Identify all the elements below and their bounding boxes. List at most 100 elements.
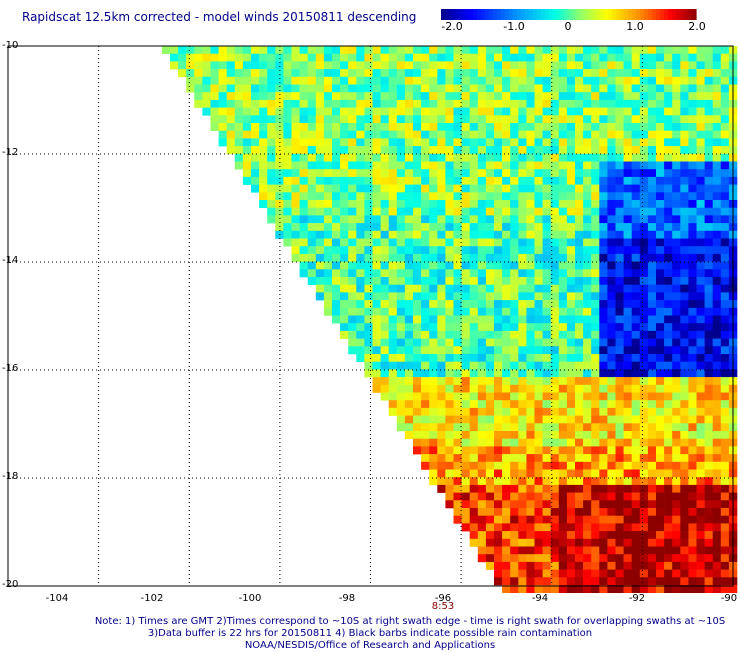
wind-difference-cell — [210, 123, 219, 131]
wind-difference-cell — [396, 84, 406, 93]
wind-difference-cell — [704, 515, 713, 524]
wind-difference-cell — [696, 538, 705, 547]
wind-difference-cell — [542, 69, 551, 78]
wind-difference-cell — [485, 515, 495, 524]
wind-difference-cell — [639, 500, 649, 509]
wind-difference-cell — [664, 230, 673, 239]
wind-difference-cell — [518, 585, 527, 593]
wind-difference-cell — [639, 384, 649, 393]
wind-difference-cell — [485, 69, 495, 78]
wind-difference-cell — [720, 292, 730, 301]
wind-difference-cell — [623, 392, 632, 401]
wind-difference-cell — [599, 138, 608, 147]
wind-difference-cell — [672, 61, 681, 70]
wind-difference-cell — [639, 531, 649, 540]
wind-difference-cell — [704, 508, 713, 516]
wind-difference-cell — [550, 546, 560, 555]
wind-difference-cell — [388, 184, 398, 193]
wind-difference-cell — [566, 423, 576, 432]
wind-difference-cell — [485, 477, 495, 486]
wind-difference-cell — [623, 354, 632, 362]
wind-difference-cell — [575, 123, 584, 131]
wind-difference-cell — [299, 184, 308, 193]
wind-difference-cell — [485, 146, 495, 155]
wind-difference-cell — [623, 176, 632, 185]
wind-difference-cell — [461, 361, 470, 370]
wind-difference-cell — [631, 107, 641, 116]
wind-difference-cell — [566, 546, 576, 555]
wind-difference-cell — [526, 207, 535, 216]
wind-difference-cell — [437, 123, 446, 131]
wind-difference-cell — [696, 261, 705, 270]
wind-difference-cell — [477, 523, 487, 532]
wind-difference-cell — [583, 200, 592, 208]
wind-difference-cell — [656, 176, 665, 185]
wind-difference-cell — [494, 146, 503, 155]
wind-difference-cell — [647, 300, 657, 309]
wind-difference-cell — [404, 107, 414, 116]
wind-difference-cell — [477, 61, 487, 70]
wind-difference-cell — [494, 138, 503, 147]
wind-difference-cell — [413, 84, 422, 93]
wind-difference-cell — [396, 138, 406, 147]
wind-difference-cell — [688, 176, 697, 185]
wind-difference-cell — [404, 230, 414, 239]
wind-difference-cell — [664, 354, 673, 362]
wind-difference-cell — [680, 407, 689, 416]
wind-difference-cell — [631, 438, 641, 447]
wind-difference-cell — [566, 238, 576, 247]
wind-difference-cell — [591, 484, 600, 493]
wind-difference-cell — [275, 61, 284, 70]
wind-difference-cell — [615, 123, 624, 131]
wind-difference-cell — [688, 585, 697, 593]
wind-difference-cell — [242, 99, 252, 108]
wind-difference-cell — [664, 407, 673, 416]
wind-difference-cell — [542, 161, 551, 170]
wind-difference-cell — [599, 515, 608, 524]
wind-difference-cell — [623, 361, 632, 370]
wind-difference-cell — [494, 469, 503, 478]
wind-difference-cell — [461, 423, 470, 432]
wind-difference-cell — [453, 277, 462, 285]
wind-difference-cell — [380, 354, 389, 362]
wind-difference-cell — [380, 261, 389, 270]
wind-difference-cell — [510, 238, 519, 247]
wind-difference-cell — [664, 477, 673, 486]
wind-difference-cell — [437, 115, 446, 124]
wind-difference-cell — [388, 146, 398, 155]
wind-difference-cell — [526, 130, 535, 139]
wind-difference-cell — [599, 384, 608, 393]
wind-difference-cell — [615, 246, 624, 255]
wind-difference-cell — [583, 515, 592, 524]
wind-difference-cell — [340, 146, 349, 155]
wind-difference-cell — [664, 184, 673, 193]
wind-difference-cell — [615, 284, 624, 293]
wind-difference-cell — [542, 508, 551, 516]
wind-difference-cell — [364, 323, 373, 332]
wind-difference-cell — [542, 315, 551, 324]
wind-difference-cell — [518, 546, 527, 555]
wind-difference-cell — [348, 261, 357, 270]
wind-difference-cell — [680, 384, 689, 393]
wind-difference-cell — [340, 300, 349, 309]
wind-difference-cell — [388, 261, 398, 270]
wind-difference-cell — [526, 84, 535, 93]
wind-difference-cell — [226, 115, 236, 124]
map-frame — [7, 45, 734, 587]
colorbar-swatch — [620, 9, 625, 20]
wind-difference-cell — [575, 192, 584, 201]
wind-difference-cell — [332, 69, 341, 78]
wind-difference-cell — [502, 384, 511, 393]
wind-difference-cell — [591, 161, 600, 170]
wind-difference-cell — [510, 107, 519, 116]
wind-difference-cell — [591, 300, 600, 309]
wind-difference-cell — [558, 585, 568, 593]
wind-difference-cell — [413, 184, 422, 193]
wind-difference-cell — [421, 115, 430, 124]
wind-difference-cell — [437, 477, 446, 486]
wind-difference-cell — [429, 292, 438, 301]
wind-difference-cell — [445, 407, 454, 416]
wind-difference-cell — [275, 223, 284, 232]
wind-difference-cell — [664, 200, 673, 208]
wind-difference-cell — [591, 384, 600, 393]
